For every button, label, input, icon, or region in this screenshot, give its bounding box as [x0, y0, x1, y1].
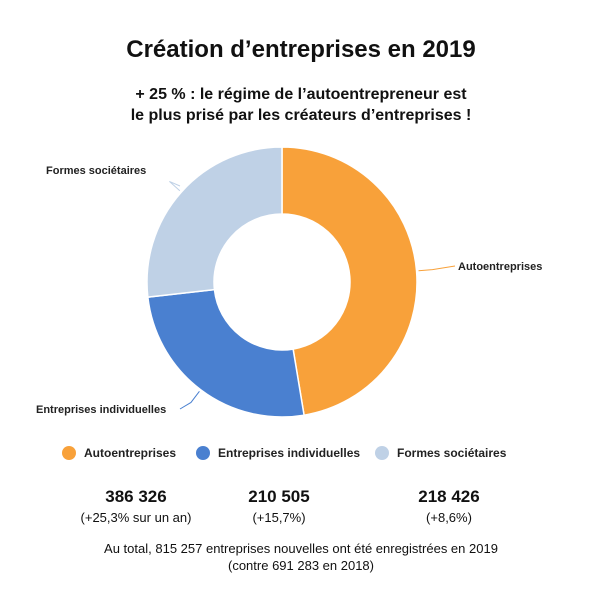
stat-value-formes-societaires: 218 426 [418, 487, 480, 506]
stat-value-autoentreprises: 386 326 [105, 487, 167, 506]
chart-subtitle: + 25 % : le régime de l’autoentrepreneur… [100, 84, 502, 126]
footer-line-1: Au total, 815 257 entreprises nouvelles … [104, 541, 498, 556]
stat-formes-societaires: 218 426 (+8,6%) [349, 487, 549, 525]
footer-note: Au total, 815 257 entreprises nouvelles … [0, 540, 602, 574]
footer-line-2: (contre 691 283 en 2018) [228, 558, 374, 573]
slice-label-entreprises-individuelles: Entreprises individuelles [36, 404, 166, 416]
stat-autoentreprises: 386 326 (+25,3% sur un an) [36, 487, 236, 525]
legend-label-entreprises-individuelles: Entreprises individuelles [218, 446, 361, 460]
legend-item-autoentreprises: Autoentreprises [62, 446, 176, 460]
stat-change-formes-societaires: (+8,6%) [426, 510, 472, 525]
chart-title: Création d’entreprises en 2019 [126, 36, 476, 63]
stat-change-entreprises-individuelles: (+15,7%) [252, 510, 306, 525]
donut-slice-autoentreprises [281, 146, 418, 417]
legend-item-formes-societaires: Formes sociétaires [375, 446, 506, 460]
slice-label-formes-societaires: Formes sociétaires [46, 165, 146, 177]
subtitle-line-2: le plus prisé par les créateurs d’entrep… [130, 107, 472, 124]
chart-legend: Autoentreprises Entreprises individuelle… [0, 446, 602, 468]
stat-change-autoentreprises: (+25,3% sur un an) [80, 510, 192, 525]
legend-label-formes-societaires: Formes sociétaires [397, 446, 507, 460]
legend-swatch-entreprises-individuelles [196, 446, 210, 460]
stat-entreprises-individuelles: 210 505 (+15,7%) [179, 487, 379, 525]
donut-slice-entreprises-individuelles [147, 288, 305, 418]
legend-swatch-formes-societaires [375, 446, 389, 460]
slice-label-autoentreprises: Autoentreprises [458, 261, 542, 273]
legend-label-autoentreprises: Autoentreprises [84, 446, 177, 460]
leader-line-entreprises-individuelles [179, 391, 200, 410]
leader-line-autoentreprises [418, 265, 456, 272]
leader-line-formes-societaires [169, 180, 181, 192]
stat-value-entreprises-individuelles: 210 505 [248, 487, 310, 506]
donut-slice-formes-societaires [146, 146, 283, 299]
legend-swatch-autoentreprises [62, 446, 76, 460]
legend-item-entreprises-individuelles: Entreprises individuelles [196, 446, 360, 460]
subtitle-line-1: + 25 % : le régime de l’autoentrepreneur… [135, 86, 467, 103]
